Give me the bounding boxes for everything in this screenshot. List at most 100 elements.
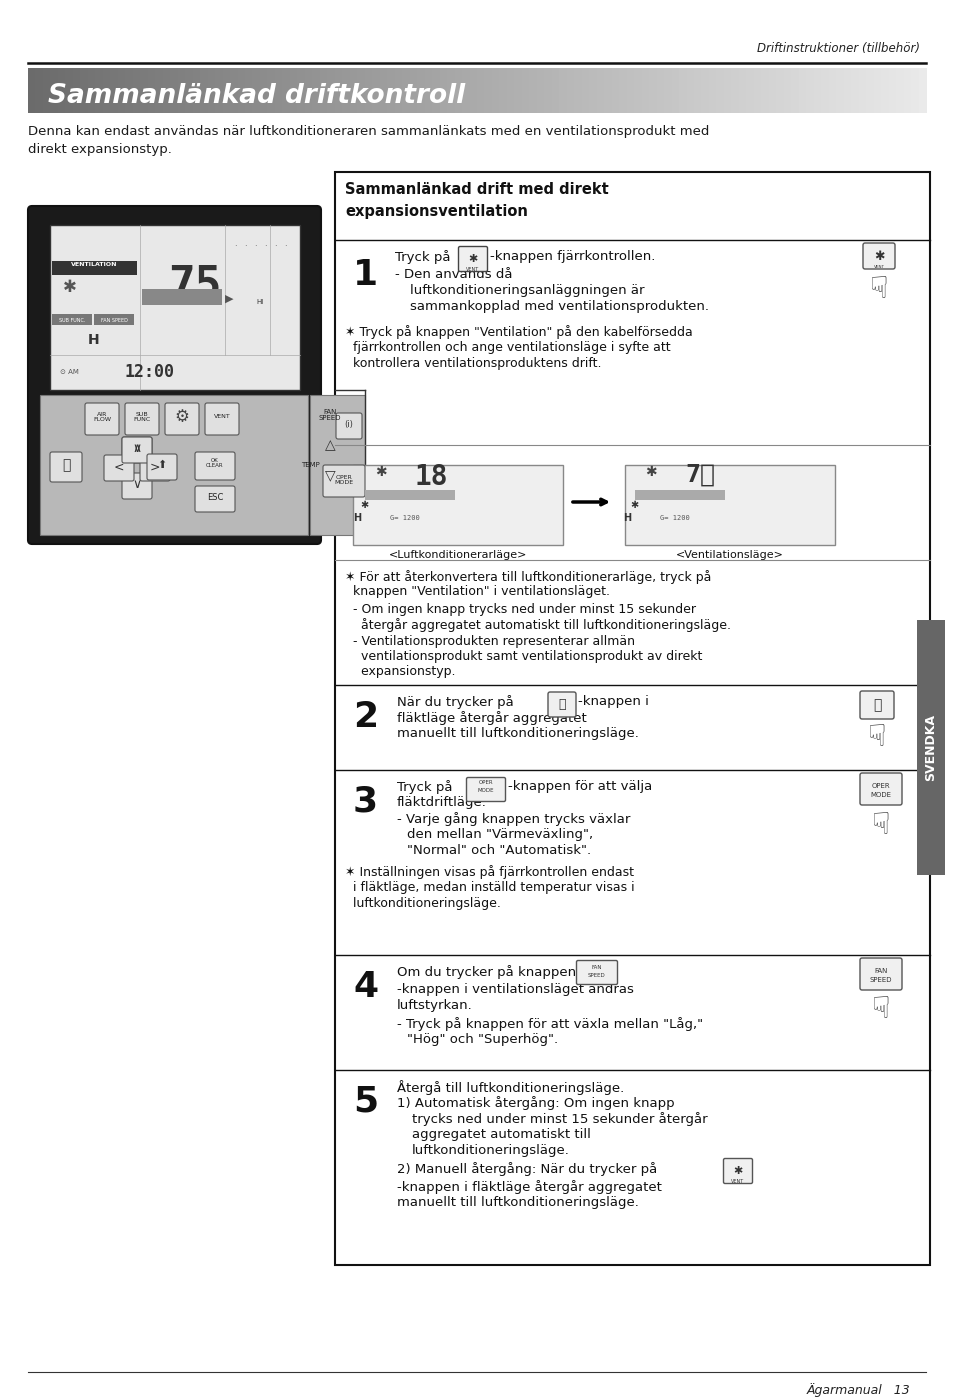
Text: Sammanlänkad driftkontroll: Sammanlänkad driftkontroll <box>48 83 465 109</box>
Bar <box>163 69 171 113</box>
Bar <box>43 69 51 113</box>
Bar <box>372 69 380 113</box>
Text: H: H <box>353 512 361 524</box>
Bar <box>365 490 455 500</box>
Text: ☟: ☟ <box>869 276 887 305</box>
Bar <box>566 69 575 113</box>
Text: ✱: ✱ <box>733 1166 741 1176</box>
Bar <box>28 69 36 113</box>
Bar <box>260 69 268 113</box>
Bar <box>424 69 433 113</box>
Bar <box>95 69 104 113</box>
Text: 5: 5 <box>353 1085 377 1119</box>
Bar <box>342 69 351 113</box>
Bar <box>842 69 851 113</box>
Bar <box>537 69 545 113</box>
Bar <box>544 69 552 113</box>
Text: Om du trycker på knappen: Om du trycker på knappen <box>396 965 579 979</box>
Text: i fläktläge, medan inställd temperatur visas i: i fläktläge, medan inställd temperatur v… <box>345 881 634 895</box>
Bar <box>626 69 635 113</box>
Bar <box>193 69 201 113</box>
Bar <box>80 69 89 113</box>
FancyBboxPatch shape <box>104 455 133 482</box>
Bar <box>635 490 724 500</box>
Text: -knappen i: -knappen i <box>578 694 648 708</box>
Text: 4: 4 <box>353 970 377 1004</box>
Text: .: . <box>233 238 236 248</box>
Text: knappen "Ventilation" i ventilationsläget.: knappen "Ventilation" i ventilationsläge… <box>345 585 609 598</box>
Text: 18: 18 <box>415 463 448 491</box>
Bar <box>469 69 477 113</box>
Text: Ägarmanual   13: Ägarmanual 13 <box>805 1383 909 1397</box>
Text: <: < <box>113 461 124 473</box>
Bar <box>148 69 156 113</box>
FancyBboxPatch shape <box>140 455 170 482</box>
Bar <box>589 69 598 113</box>
Text: FAN SPEED: FAN SPEED <box>100 319 128 323</box>
Bar <box>94 314 133 325</box>
Text: VENT: VENT <box>873 265 883 269</box>
Text: ⊙ AM: ⊙ AM <box>60 370 79 375</box>
Bar <box>618 69 627 113</box>
Bar <box>492 69 500 113</box>
Bar <box>753 69 761 113</box>
Bar <box>237 69 246 113</box>
Text: ✱: ✱ <box>63 279 77 295</box>
Bar <box>208 69 216 113</box>
Bar <box>693 69 701 113</box>
Bar <box>170 69 178 113</box>
Bar <box>776 69 784 113</box>
Bar <box>783 69 792 113</box>
Text: ⚙: ⚙ <box>174 407 190 426</box>
Text: <Ventilationsläge>: <Ventilationsläge> <box>676 550 783 560</box>
Text: - Om ingen knapp trycks ned under minst 15 sekunder: - Om ingen knapp trycks ned under minst … <box>345 603 696 616</box>
Text: ✱: ✱ <box>468 253 477 265</box>
Text: .: . <box>263 238 266 248</box>
Bar <box>395 69 403 113</box>
Bar <box>790 69 799 113</box>
Text: -knappen fjärrkontrollen.: -knappen fjärrkontrollen. <box>490 251 655 263</box>
FancyBboxPatch shape <box>862 244 894 269</box>
Text: manuellt till luftkonditioneringsläge.: manuellt till luftkonditioneringsläge. <box>396 1196 639 1210</box>
Bar <box>881 69 888 113</box>
Text: sammankopplad med ventilationsprodukten.: sammankopplad med ventilationsprodukten. <box>410 300 708 314</box>
Text: ⬆: ⬆ <box>157 461 167 470</box>
Text: återgår aggregatet automatiskt till luftkonditioneringsläge.: återgår aggregatet automatiskt till luft… <box>345 617 730 631</box>
Text: SPEED: SPEED <box>587 973 605 979</box>
Bar <box>185 69 193 113</box>
Bar <box>177 69 186 113</box>
Bar <box>745 69 754 113</box>
Text: G= 1200: G= 1200 <box>659 515 689 521</box>
Bar <box>132 69 141 113</box>
Text: luftkonditioneringsläge.: luftkonditioneringsläge. <box>345 897 500 910</box>
FancyBboxPatch shape <box>205 403 239 435</box>
Bar <box>529 69 537 113</box>
Bar <box>760 69 769 113</box>
Text: Återgå till luftkonditioneringsläge.: Återgå till luftkonditioneringsläge. <box>396 1079 623 1095</box>
Bar <box>624 465 834 545</box>
Text: (i): (i) <box>344 420 353 430</box>
Bar <box>887 69 896 113</box>
Bar <box>916 620 944 875</box>
Bar <box>805 69 814 113</box>
Text: -knappen i ventilationsläget ändras: -knappen i ventilationsläget ändras <box>396 983 633 995</box>
Text: ▽: ▽ <box>324 468 335 482</box>
FancyBboxPatch shape <box>122 437 152 463</box>
Bar <box>641 69 649 113</box>
Bar <box>356 69 365 113</box>
Text: ∨: ∨ <box>132 442 141 455</box>
FancyBboxPatch shape <box>122 473 152 498</box>
Bar <box>111 69 119 113</box>
Bar <box>125 69 133 113</box>
Text: △: △ <box>324 438 335 452</box>
Text: ventilationsprodukt samt ventilationsprodukt av direkt: ventilationsprodukt samt ventilationspro… <box>345 650 701 664</box>
FancyBboxPatch shape <box>28 206 320 545</box>
Text: ⏻: ⏻ <box>62 458 71 472</box>
Bar <box>72 69 81 113</box>
Bar <box>663 69 672 113</box>
Text: 75: 75 <box>168 263 221 307</box>
Bar <box>222 69 231 113</box>
FancyBboxPatch shape <box>194 452 234 480</box>
Text: FAN: FAN <box>591 965 601 970</box>
Text: ✱: ✱ <box>873 249 883 263</box>
